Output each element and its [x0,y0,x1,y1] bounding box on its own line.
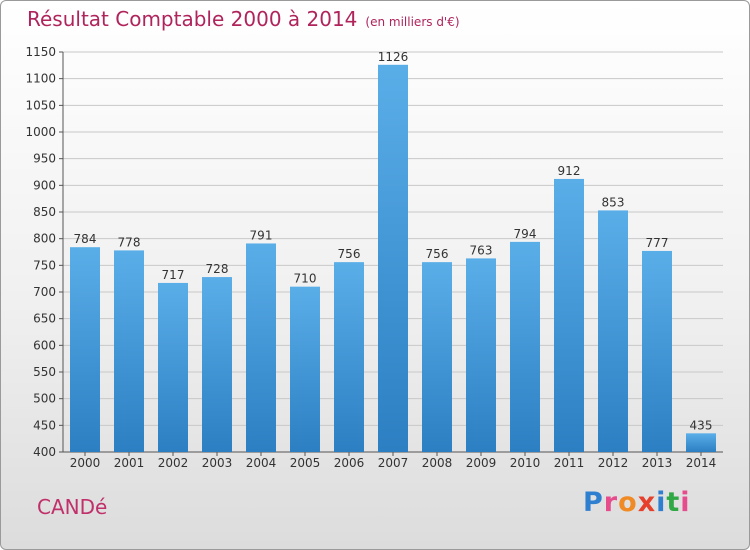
y-tick-label: 550 [33,365,56,379]
x-tick-label: 2002 [158,456,189,470]
bar [378,64,408,453]
x-tick-label: 2004 [246,456,277,470]
y-tick-label: 950 [33,152,56,166]
chart-title-text: Résultat Comptable 2000 à 2014 [27,7,358,31]
data-label: 435 [690,418,713,432]
bar [70,247,100,452]
y-tick-label: 1050 [25,98,56,112]
logo-letter: o [618,487,638,518]
proxiti-logo: Proxiti [583,487,691,518]
x-tick-label: 2003 [202,456,233,470]
x-tick-label: 2005 [290,456,321,470]
y-tick-label: 400 [33,445,56,459]
bar [686,433,716,452]
data-label: 763 [470,243,493,257]
bar [598,210,628,452]
x-tick-label: 2014 [686,456,717,470]
y-tick-label: 800 [33,232,56,246]
x-tick-label: 2011 [554,456,585,470]
logo-letter: r [603,487,619,518]
data-label: 756 [426,247,449,261]
chart-title: Résultat Comptable 2000 à 2014 (en millie… [27,7,460,31]
logo-letter: i [680,487,691,518]
y-tick-label: 450 [33,418,56,432]
data-label: 777 [646,236,669,250]
logo-letter: i [656,487,667,518]
data-labels: 784 778 717 728 791 710 756 1126 756 763 794 912 853… [74,50,713,433]
data-label: 778 [118,235,141,249]
y-tick-label: 500 [33,392,56,406]
bar [510,241,540,452]
axes: 400 450 500 550 600 650 700 750 800 850 900 950 1000… [25,45,723,470]
bar [202,277,232,452]
bar [158,282,188,452]
bars [70,64,716,453]
x-tick-label: 2007 [378,456,409,470]
bar [114,250,144,452]
y-tick-label: 1100 [25,72,56,86]
x-tick-label: 2010 [510,456,541,470]
data-label: 853 [602,195,625,209]
x-tick-label: 2008 [422,456,453,470]
commune-name: CANDé [37,495,108,519]
x-tick-label: 2000 [70,456,101,470]
y-tick-label: 1000 [25,125,56,139]
data-label: 710 [294,272,317,286]
data-label: 756 [338,247,361,261]
bar [422,262,452,452]
data-label: 1126 [378,50,409,64]
bar [246,243,276,452]
bar [290,286,320,452]
y-tick-label: 900 [33,178,56,192]
x-tick-label: 2012 [598,456,629,470]
data-label: 728 [206,262,229,276]
logo-letter: x [637,487,657,518]
bar [554,178,584,452]
x-tick-label: 2006 [334,456,365,470]
y-tick-label: 650 [33,312,56,326]
x-tick-label: 2009 [466,456,497,470]
y-tick-label: 750 [33,258,56,272]
data-label: 794 [514,227,537,241]
bar [642,250,672,452]
y-tick-label: 700 [33,285,56,299]
y-tick-label: 1150 [25,45,56,59]
data-label: 912 [558,164,581,178]
bar [334,262,364,452]
chart-subtitle: (en milliers d'€) [365,15,460,29]
y-tick-label: 850 [33,205,56,219]
y-tick-label: 600 [33,338,56,352]
x-tick-label: 2001 [114,456,145,470]
data-label: 717 [162,268,185,282]
data-label: 791 [250,228,273,242]
logo-letter: t [666,487,681,518]
data-label: 784 [74,232,97,246]
bar [466,258,496,452]
logo-letter: P [583,487,604,518]
x-tick-label: 2013 [642,456,673,470]
